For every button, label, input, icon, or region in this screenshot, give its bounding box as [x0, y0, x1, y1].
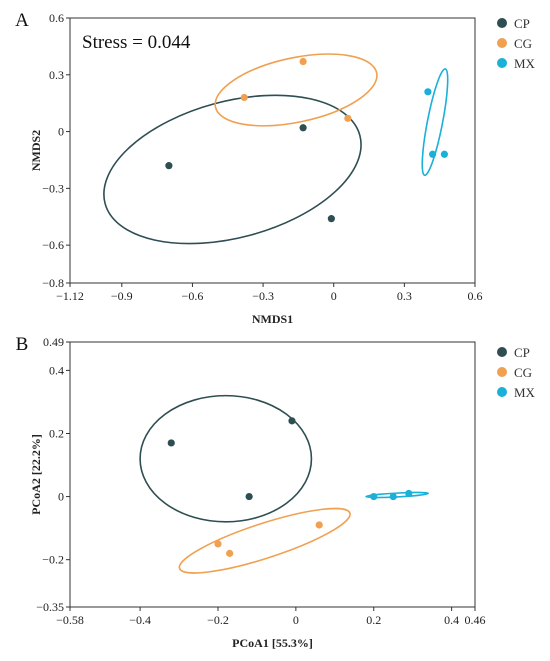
- ellipse-cg: [214, 53, 378, 127]
- y-axis-title: PCoA2 [22.2%]: [29, 434, 43, 515]
- point-cp: [327, 215, 335, 223]
- y-tick-label: 0: [58, 125, 64, 139]
- x-tick-label: 0: [331, 289, 337, 303]
- y-tick-label: −0.6: [42, 238, 64, 252]
- point-cg: [214, 540, 222, 548]
- point-cp: [288, 417, 296, 425]
- x-tick-label: 0.4: [444, 613, 459, 627]
- legend-label-cg: CG: [514, 36, 532, 51]
- x-tick-label: 0.3: [397, 289, 412, 303]
- point-cg: [240, 93, 248, 102]
- x-tick-label: 0.46: [465, 613, 486, 627]
- x-tick-label: −0.4: [129, 613, 151, 627]
- y-tick-label: 0.6: [49, 11, 64, 25]
- point-mx: [405, 489, 413, 498]
- legend-label-mx: MX: [514, 385, 536, 400]
- stress-annotation: Stress = 0.044: [82, 32, 191, 53]
- legend-marker-cp: [497, 347, 507, 357]
- point-cp: [167, 439, 175, 447]
- x-axis-title: PCoA1 [55.3%]: [232, 636, 313, 650]
- panel-a: −1.12 −0.9 −0.6 −0.3 0 0.3 0.6 −0.8 −0.6 −0.3 0 0.3…: [15, 10, 535, 326]
- legend-marker-cg: [497, 38, 507, 48]
- point-cp: [299, 124, 307, 132]
- panel-letter: A: [15, 10, 29, 31]
- x-tick-label: −1.12: [56, 289, 84, 303]
- x-tick-label: 0.6: [468, 289, 483, 303]
- x-tick-label: −0.9: [111, 289, 133, 303]
- legend-label-mx: MX: [514, 56, 536, 71]
- point-cg: [226, 549, 234, 557]
- ellipse-mx: [421, 68, 449, 177]
- x-tick-label: −0.3: [252, 289, 274, 303]
- point-cg: [315, 521, 323, 529]
- x-axis-title: NMDS1: [252, 312, 293, 326]
- plot-frame: [69, 341, 476, 608]
- y-tick-label: −0.35: [36, 600, 64, 614]
- y-tick-label: 0.49: [43, 335, 64, 349]
- legend-marker-cg: [497, 367, 507, 377]
- legend-marker-mx: [497, 387, 507, 397]
- y-tick-label: 0.2: [49, 426, 64, 440]
- point-cp: [245, 492, 253, 501]
- x-tick-label: −0.6: [182, 289, 204, 303]
- legend-marker-cp: [497, 18, 507, 28]
- point-cg: [299, 57, 307, 66]
- ellipse-cp: [139, 394, 313, 523]
- x-tick-label: −0.58: [56, 613, 84, 627]
- x-tick-label: −0.2: [207, 613, 229, 627]
- ellipse-cp: [103, 94, 362, 245]
- x-tick-label: 0: [293, 613, 299, 627]
- legend-marker-mx: [497, 58, 507, 68]
- legend-label-cg: CG: [514, 365, 532, 380]
- y-axis-title: NMDS2: [29, 130, 43, 171]
- point-mx: [440, 150, 448, 158]
- point-mx: [424, 88, 432, 96]
- y-tick-label: 0: [58, 490, 64, 504]
- ellipse-mx: [365, 491, 430, 499]
- y-tick-label: −0.3: [42, 181, 64, 195]
- ellipse-cg: [178, 507, 351, 574]
- legend-label-cp: CP: [514, 16, 530, 31]
- point-cp: [165, 162, 173, 170]
- point-mx: [389, 492, 397, 501]
- x-tick-label: 0.2: [366, 613, 381, 627]
- point-mx: [429, 150, 437, 158]
- y-tick-label: 0.4: [49, 363, 64, 377]
- y-tick-label: −0.2: [42, 553, 64, 567]
- plot-frame: [69, 17, 476, 284]
- panel-letter: B: [16, 334, 29, 355]
- y-tick-label: 0.3: [49, 68, 64, 82]
- panel-b: −0.58 −0.4 −0.2 0 0.2 0.4 0.46 −0.35 −0.2 0 0.2 0.4…: [16, 334, 536, 650]
- point-mx: [370, 492, 378, 501]
- y-tick-label: −0.8: [42, 276, 64, 290]
- point-cg: [344, 114, 352, 122]
- legend-label-cp: CP: [514, 345, 530, 360]
